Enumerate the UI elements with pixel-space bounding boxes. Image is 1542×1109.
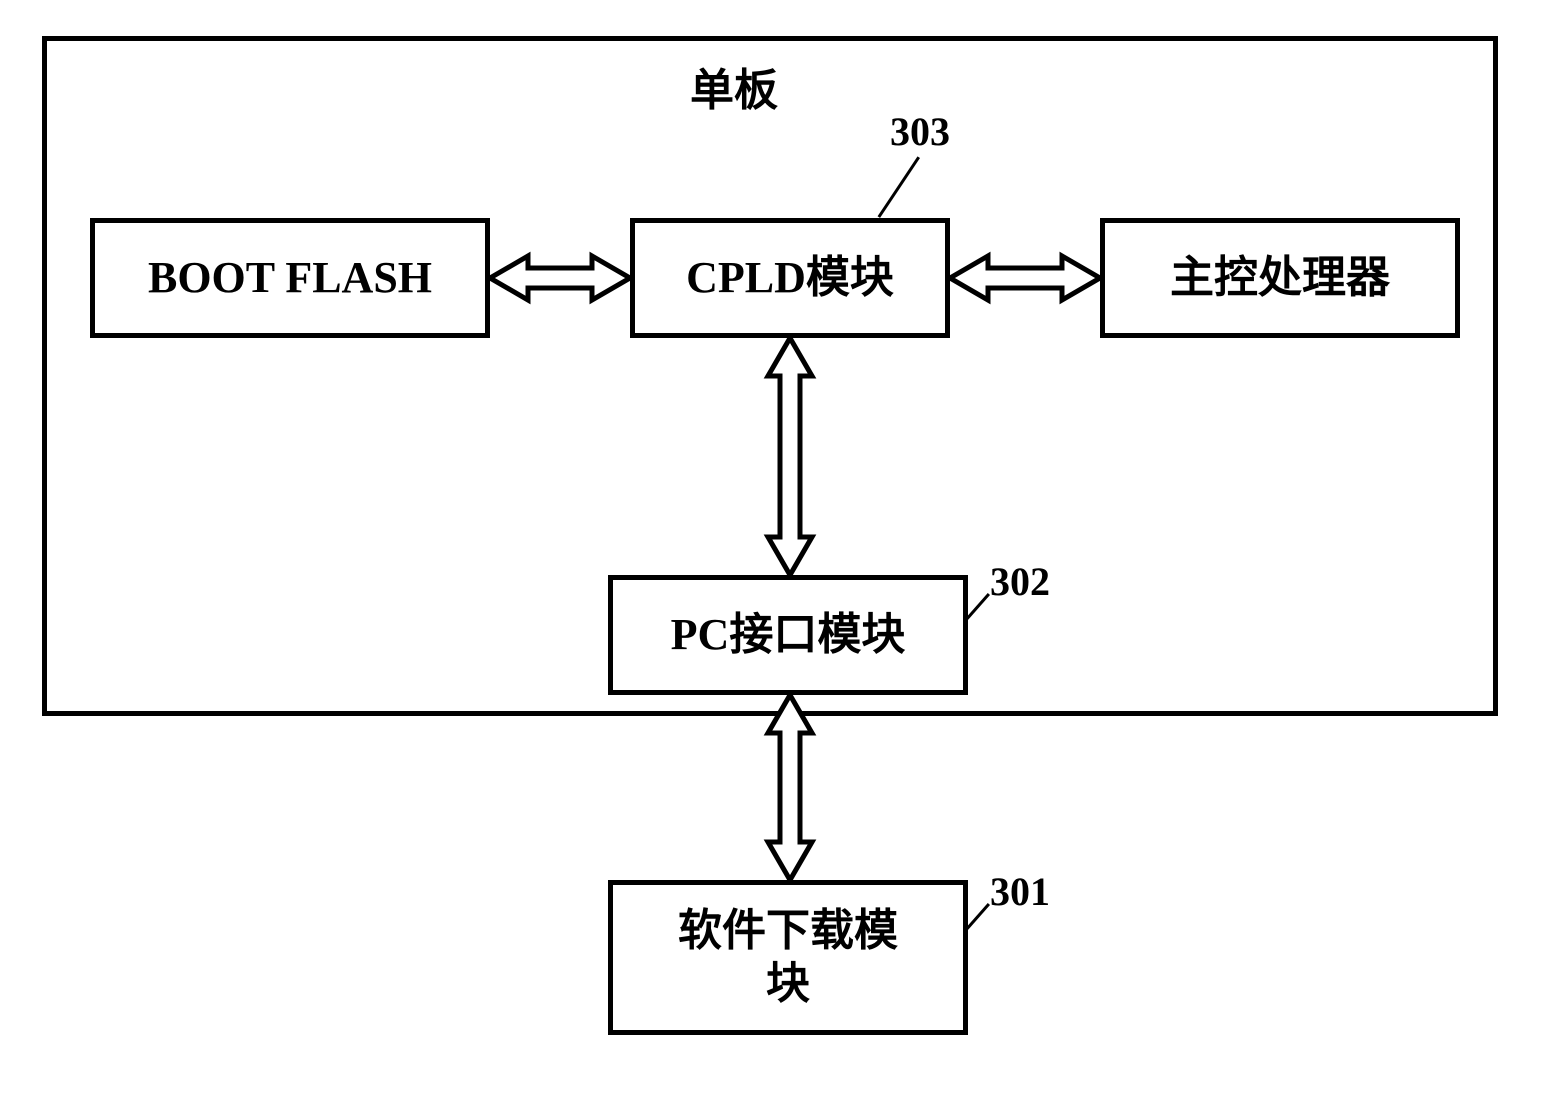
edge-pcif-swdl bbox=[0, 0, 1542, 1109]
diagram-canvas: 单板 BOOT FLASH CPLD模块 主控处理器 PC接口模块 软件下载模 … bbox=[0, 0, 1542, 1109]
